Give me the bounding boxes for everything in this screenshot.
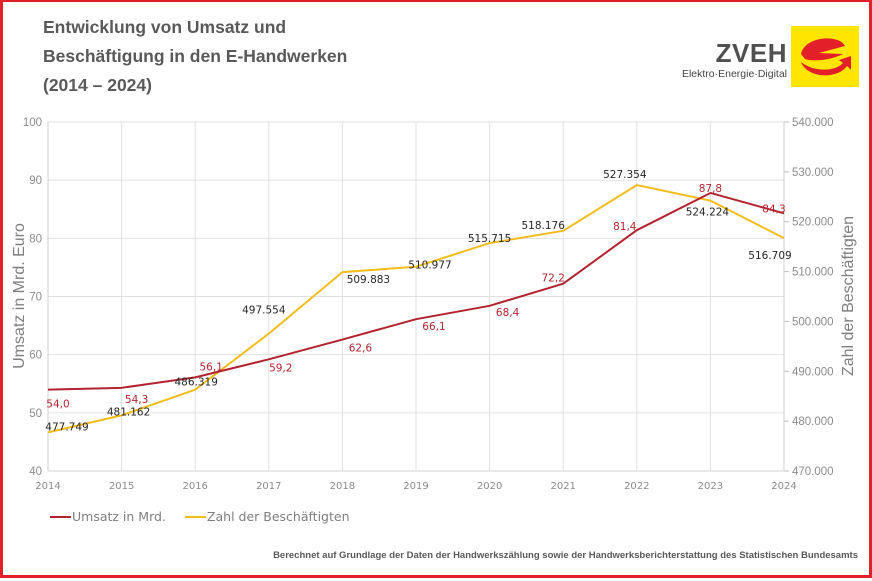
- x-tick-label: 2019: [403, 481, 428, 492]
- data-label-umsatz: 87,8: [699, 183, 722, 195]
- legend-item-beschaeftigte: Zahl der Beschäftigten: [184, 509, 350, 524]
- chart-title-line-3: (2014 – 2024): [43, 75, 152, 95]
- logo-name: ZVEH: [715, 38, 787, 68]
- x-tick-label: 2023: [698, 481, 723, 492]
- e-mark-svg: [801, 38, 851, 76]
- data-label-umsatz: 62,6: [349, 343, 373, 355]
- data-label-beschaeftigte: 510.977: [408, 260, 451, 272]
- x-tick-label: 2024: [771, 481, 796, 492]
- y2-tick-label: 520.000: [792, 217, 834, 229]
- y2-tick-label: 470.000: [792, 466, 834, 478]
- y2-tick-label: 540.000: [792, 117, 834, 129]
- data-label-umsatz: 81,4: [613, 221, 637, 233]
- x-tick-label: 2020: [477, 481, 502, 492]
- x-tick-label: 2018: [330, 481, 355, 492]
- series-line-beschaeftigte: [47, 184, 785, 434]
- logo-tagline: Elektro·Energie·Digital: [681, 68, 787, 80]
- legend-label-umsatz: Umsatz in Mrd.: [72, 509, 166, 524]
- data-label-beschaeftigte: 509.883: [347, 274, 390, 286]
- data-label-beschaeftigte: 477.749: [45, 421, 88, 433]
- source-note: Berechnet auf Grundlage der Daten der Ha…: [273, 550, 858, 561]
- data-label-umsatz: 68,4: [496, 307, 520, 319]
- x-tick-label: 2017: [256, 481, 281, 492]
- y-tick-label: 40: [29, 466, 42, 478]
- data-label-beschaeftigte: 518.176: [521, 220, 565, 232]
- grid: [47, 121, 785, 472]
- data-label-beschaeftigte: 515.715: [468, 233, 511, 245]
- y-tick-label: 90: [29, 175, 42, 187]
- legend-swatch-umsatz: [50, 515, 71, 518]
- x-tick-label: 2015: [109, 481, 134, 492]
- y-tick-label: 50: [29, 408, 42, 420]
- data-label-beschaeftigte: 516.709: [748, 250, 791, 262]
- data-labels: 54,0 54,3 56,1 59,2 62,6 66,1 68,4 72,2 81,4 87,8…: [45, 169, 791, 433]
- data-label-umsatz: 66,1: [422, 321, 445, 333]
- data-label-umsatz: 54,0: [46, 399, 69, 411]
- y2-tick-label: 500.000: [792, 316, 834, 328]
- y-tick-label: 80: [29, 233, 42, 245]
- y2-tick-label: 480.000: [792, 416, 834, 428]
- legend-label-beschaeftigte: Zahl der Beschäftigten: [206, 509, 350, 524]
- y2-tick-label: 490.000: [792, 366, 834, 378]
- chart-title-line-1: Entwicklung von Umsatz und: [43, 17, 287, 37]
- data-label-beschaeftigte: 486.319: [174, 377, 217, 389]
- data-label-beschaeftigte: 481.162: [107, 406, 150, 418]
- legend-swatch-beschaeftigte: [184, 515, 206, 518]
- data-label-beschaeftigte: 497.554: [242, 305, 286, 317]
- x-tick-label: 2016: [182, 481, 207, 492]
- y2-axis-title: Zahl der Beschäftigten: [840, 216, 857, 376]
- legend-item-umsatz: Umsatz in Mrd.: [50, 509, 166, 524]
- y2-tick-label: 510.000: [792, 267, 834, 279]
- y2-tick-label: 530.000: [792, 167, 834, 179]
- data-label-beschaeftigte: 524.224: [686, 207, 730, 219]
- axes: 40 50 60 70 80 90 100 2014 2015 2016 2017 2018 2019 2…: [23, 117, 834, 492]
- data-label-umsatz: 56,1: [200, 361, 223, 373]
- y-tick-label: 100: [23, 117, 42, 129]
- legend: Umsatz in Mrd. Zahl der Beschäftigten: [50, 509, 369, 524]
- data-label-umsatz: 59,2: [269, 362, 292, 374]
- data-label-umsatz: 72,2: [542, 273, 565, 285]
- y-tick-label: 60: [29, 350, 42, 362]
- x-tick-label: 2022: [624, 481, 649, 492]
- x-tick-label: 2021: [550, 481, 575, 492]
- zveh-logo-text: ZVEH Elektro·Energie·Digital: [682, 40, 787, 80]
- series-line-umsatz: [47, 191, 785, 391]
- chart-title-line-2: Beschäftigung in den E-Handwerken: [43, 46, 348, 66]
- y-tick-label: 70: [29, 292, 42, 304]
- series-lines: [47, 184, 785, 434]
- data-label-beschaeftigte: 527.354: [603, 169, 647, 181]
- data-label-umsatz: 84,3: [762, 203, 785, 215]
- e-mark-icon: [791, 26, 859, 87]
- x-tick-label: 2014: [35, 481, 60, 492]
- data-label-umsatz: 54,3: [125, 394, 148, 406]
- y-axis-title: Umsatz in Mrd. Euro: [11, 223, 28, 369]
